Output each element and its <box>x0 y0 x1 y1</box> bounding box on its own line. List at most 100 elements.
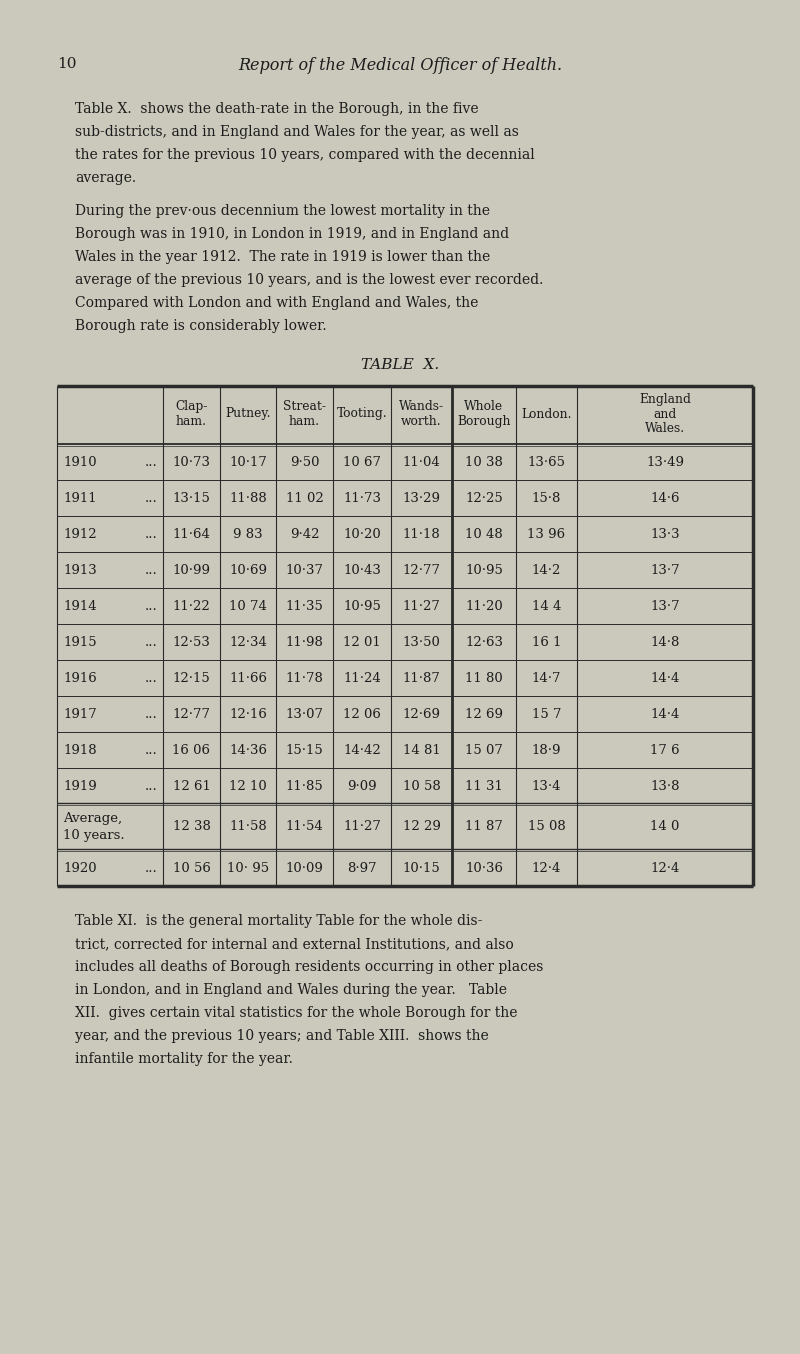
Text: ...: ... <box>146 635 158 649</box>
Text: ...: ... <box>146 708 158 720</box>
Text: 11·66: 11·66 <box>229 672 267 685</box>
Text: 12 69: 12 69 <box>465 708 503 720</box>
Text: 11·54: 11·54 <box>286 821 323 834</box>
Text: 15 7: 15 7 <box>532 708 562 720</box>
Text: 11·58: 11·58 <box>229 821 267 834</box>
Text: 11·04: 11·04 <box>402 455 440 468</box>
Text: 12·4: 12·4 <box>532 861 561 875</box>
Text: 10·36: 10·36 <box>465 861 503 875</box>
Text: Putney.: Putney. <box>226 408 270 421</box>
Text: 13·65: 13·65 <box>527 455 566 468</box>
Text: 12 01: 12 01 <box>343 635 381 649</box>
Text: 11·35: 11·35 <box>286 600 323 612</box>
Text: 13·3: 13·3 <box>650 528 680 540</box>
Text: XII.  gives certain vital statistics for the whole Borough for the: XII. gives certain vital statistics for … <box>75 1006 518 1020</box>
Text: 12·63: 12·63 <box>465 635 503 649</box>
Text: average.: average. <box>75 171 136 185</box>
Text: 10·95: 10·95 <box>465 563 503 577</box>
Text: 15·15: 15·15 <box>286 743 323 757</box>
Text: 10·17: 10·17 <box>229 455 267 468</box>
Text: 12 29: 12 29 <box>402 821 441 834</box>
Text: Report of the Medical Officer of Health.: Report of the Medical Officer of Health. <box>238 57 562 74</box>
Text: 1910: 1910 <box>63 455 97 468</box>
Text: 11·88: 11·88 <box>229 492 267 505</box>
Text: 1913: 1913 <box>63 563 97 577</box>
Text: includes all deaths of Borough residents occurring in other places: includes all deaths of Borough residents… <box>75 960 543 974</box>
Text: 10·73: 10·73 <box>173 455 210 468</box>
Text: 11·27: 11·27 <box>343 821 381 834</box>
Text: 11 87: 11 87 <box>465 821 503 834</box>
Text: 10 38: 10 38 <box>465 455 503 468</box>
Text: 14·6: 14·6 <box>650 492 680 505</box>
Text: Whole: Whole <box>465 399 503 413</box>
Text: and: and <box>654 408 677 421</box>
Text: Borough was in 1910, in London in 1919, and in England and: Borough was in 1910, in London in 1919, … <box>75 227 509 241</box>
Text: 13·49: 13·49 <box>646 455 684 468</box>
Text: ...: ... <box>146 492 158 505</box>
Text: 1916: 1916 <box>63 672 97 685</box>
Text: 16 06: 16 06 <box>173 743 210 757</box>
Text: 10: 10 <box>57 57 77 70</box>
Text: ham.: ham. <box>176 414 207 428</box>
Text: 11 31: 11 31 <box>465 780 503 792</box>
Text: 11·85: 11·85 <box>286 780 323 792</box>
Text: 10·37: 10·37 <box>286 563 323 577</box>
Text: 12 61: 12 61 <box>173 780 210 792</box>
Text: 10 56: 10 56 <box>173 861 210 875</box>
Text: worth.: worth. <box>401 414 442 428</box>
Text: 12 10: 12 10 <box>229 780 267 792</box>
Text: Clap-: Clap- <box>175 399 208 413</box>
Text: Borough: Borough <box>458 414 510 428</box>
Text: 10 67: 10 67 <box>343 455 381 468</box>
Text: 10 years.: 10 years. <box>63 829 125 842</box>
Text: 11·87: 11·87 <box>402 672 441 685</box>
Text: 13·8: 13·8 <box>650 780 680 792</box>
Text: Wales in the year 1912.  The rate in 1919 is lower than the: Wales in the year 1912. The rate in 1919… <box>75 250 490 264</box>
Text: 11·98: 11·98 <box>286 635 323 649</box>
Text: ham.: ham. <box>289 414 320 428</box>
Text: 16 1: 16 1 <box>532 635 562 649</box>
Text: 14 0: 14 0 <box>650 821 680 834</box>
Text: 11·18: 11·18 <box>402 528 440 540</box>
Text: 9·42: 9·42 <box>290 528 319 540</box>
Text: 1919: 1919 <box>63 780 97 792</box>
Text: 11·27: 11·27 <box>402 600 441 612</box>
Text: 1917: 1917 <box>63 708 97 720</box>
Text: ...: ... <box>146 455 158 468</box>
Text: 10·20: 10·20 <box>343 528 381 540</box>
Text: average of the previous 10 years, and is the lowest ever recorded.: average of the previous 10 years, and is… <box>75 274 543 287</box>
Text: 10·09: 10·09 <box>286 861 323 875</box>
Text: 14·2: 14·2 <box>532 563 561 577</box>
Text: Borough rate is considerably lower.: Borough rate is considerably lower. <box>75 320 326 333</box>
Text: 13·07: 13·07 <box>286 708 323 720</box>
Text: the rates for the previous 10 years, compared with the decennial: the rates for the previous 10 years, com… <box>75 148 534 162</box>
Text: ...: ... <box>146 528 158 540</box>
Text: 11·64: 11·64 <box>173 528 210 540</box>
Text: 9·50: 9·50 <box>290 455 319 468</box>
Text: 12·4: 12·4 <box>650 861 680 875</box>
Text: 10 74: 10 74 <box>229 600 267 612</box>
Text: 14 81: 14 81 <box>402 743 440 757</box>
Text: 18·9: 18·9 <box>532 743 562 757</box>
Text: London.: London. <box>522 408 572 421</box>
Text: England: England <box>639 393 691 405</box>
Text: 13·7: 13·7 <box>650 600 680 612</box>
Text: 14·4: 14·4 <box>650 708 680 720</box>
Text: 13·29: 13·29 <box>402 492 441 505</box>
Text: 11·20: 11·20 <box>465 600 503 612</box>
Text: 12 38: 12 38 <box>173 821 210 834</box>
Text: ...: ... <box>146 861 158 875</box>
Text: 14·8: 14·8 <box>650 635 680 649</box>
Text: 12·16: 12·16 <box>229 708 267 720</box>
Text: 1915: 1915 <box>63 635 97 649</box>
Text: ...: ... <box>146 563 158 577</box>
Text: Average,: Average, <box>63 812 122 826</box>
Text: 11·24: 11·24 <box>343 672 381 685</box>
Text: 14 4: 14 4 <box>532 600 561 612</box>
Text: 11·22: 11·22 <box>173 600 210 612</box>
Text: 8·97: 8·97 <box>347 861 377 875</box>
Text: 10·43: 10·43 <box>343 563 381 577</box>
Text: 10·95: 10·95 <box>343 600 381 612</box>
Text: year, and the previous 10 years; and Table XIII.  shows the: year, and the previous 10 years; and Tab… <box>75 1029 489 1043</box>
Text: 10 58: 10 58 <box>402 780 440 792</box>
